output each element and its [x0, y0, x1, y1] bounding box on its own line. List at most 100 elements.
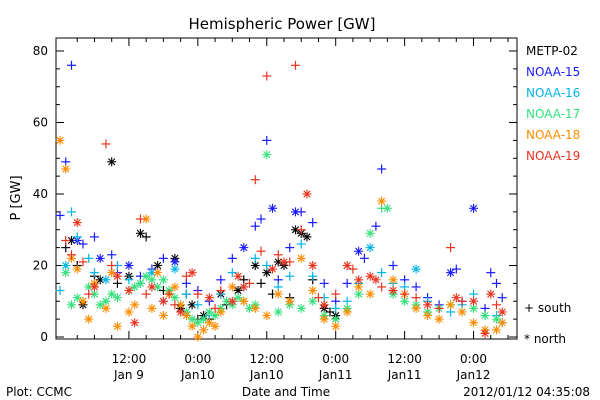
- data-point-south: [250, 253, 260, 263]
- data-point-north: [446, 300, 456, 310]
- data-point-north: [382, 203, 392, 213]
- data-point-south: [492, 300, 502, 310]
- data-point-north: [204, 318, 214, 328]
- data-point-north: [268, 203, 278, 213]
- x-tick-label-date: Jan10: [249, 368, 284, 382]
- data-point-north: [210, 321, 220, 331]
- data-point-north: [158, 296, 168, 306]
- data-point-north: [112, 293, 122, 303]
- x-tick-label-time: 12:00: [249, 352, 284, 366]
- data-point-north: [72, 264, 82, 274]
- data-point-north: [497, 307, 507, 317]
- data-point-south: [245, 278, 255, 288]
- data-point-south: [55, 286, 65, 296]
- data-point-south: [216, 275, 226, 285]
- data-point-north: [187, 321, 197, 331]
- x-tick-label-date: Jan 9: [113, 368, 144, 382]
- data-point-north: [158, 311, 168, 321]
- data-point-north: [423, 311, 433, 321]
- data-point-north: [469, 203, 479, 213]
- x-tick-label-time: 0:00: [460, 352, 487, 366]
- data-point-north: [187, 268, 197, 278]
- x-axis-label: Date and Time: [242, 385, 330, 399]
- data-point-north: [170, 257, 180, 267]
- data-point-north: [262, 150, 272, 160]
- x-tick-label-time: 12:00: [112, 352, 147, 366]
- data-point-south: [89, 232, 99, 242]
- data-point-north: [342, 307, 352, 317]
- data-point-south: [331, 289, 341, 299]
- data-point-north: [296, 303, 306, 313]
- data-point-north: [204, 293, 214, 303]
- data-point-north: [101, 303, 111, 313]
- chart-title: Hemispheric Power [GW]: [189, 15, 376, 33]
- legend-item-metp-02: METP-02: [526, 44, 578, 58]
- data-point-south: [285, 271, 295, 281]
- data-point-north: [354, 246, 364, 256]
- series-noaa-19: [61, 60, 507, 338]
- legend-item-noaa-18: NOAA-18: [526, 128, 580, 142]
- data-point-south: [400, 289, 410, 299]
- data-point-south: [342, 278, 352, 288]
- data-point-north: [331, 321, 341, 331]
- data-point-south: [411, 282, 421, 292]
- data-point-north: [302, 232, 312, 242]
- data-point-south: [262, 135, 272, 145]
- plot-timestamp: 2012/01/12 04:35:08: [463, 385, 590, 399]
- data-point-north: [319, 300, 329, 310]
- y-tick-label: 60: [33, 116, 48, 130]
- data-point-north: [130, 300, 140, 310]
- data-point-north: [365, 271, 375, 281]
- data-point-north: [170, 264, 180, 274]
- legend: METP-02 NOAA-15 NOAA-16 NOAA-17 NOAA-18 NOAA-…: [526, 44, 580, 163]
- data-point-north: [480, 328, 490, 338]
- data-point-south: [285, 243, 295, 253]
- data-point-north: [486, 289, 496, 299]
- data-point-south: [66, 60, 76, 70]
- data-point-south: [256, 214, 266, 224]
- data-point-south: [486, 268, 496, 278]
- data-point-north: [262, 311, 272, 321]
- data-point-north: [388, 275, 398, 285]
- data-point-south: [497, 293, 507, 303]
- data-point-north: [199, 325, 209, 335]
- data-point-south: [107, 250, 117, 260]
- x-tick-label-date: Jan12: [456, 368, 491, 382]
- data-point-south: [359, 253, 369, 263]
- data-point-north: [250, 261, 260, 270]
- data-point-north: [302, 189, 312, 199]
- data-point-north: [446, 268, 456, 278]
- data-point-north: [342, 261, 352, 270]
- y-tick-label: 40: [33, 187, 48, 201]
- data-point-south: [227, 253, 237, 263]
- data-point-north: [204, 307, 214, 317]
- data-point-south: [457, 296, 467, 306]
- data-point-north: [239, 243, 249, 253]
- data-point-north: [492, 325, 502, 335]
- data-point-north: [170, 282, 180, 292]
- legend-item-noaa-17: NOAA-17: [526, 107, 580, 121]
- data-point-north: [308, 261, 318, 270]
- data-point-south: [170, 300, 180, 310]
- data-point-north: [308, 286, 318, 296]
- x-tick-label-time: 12:00: [387, 352, 422, 366]
- y-axis: 0 20 40 60 80: [33, 44, 517, 344]
- y-axis-label: P [GW]: [9, 175, 24, 220]
- data-point-south: [158, 253, 168, 263]
- data-point-north: [107, 289, 117, 299]
- data-point-north: [199, 314, 209, 324]
- data-point-north: [492, 314, 502, 324]
- data-point-south: [61, 235, 71, 245]
- data-point-north: [158, 275, 168, 285]
- data-point-north: [210, 311, 220, 321]
- data-point-south: [411, 293, 421, 303]
- data-point-north: [423, 300, 433, 310]
- data-point-south: [141, 289, 151, 299]
- data-point-north: [480, 311, 490, 321]
- data-point-north: [84, 314, 94, 324]
- data-point-north: [469, 318, 479, 328]
- data-point-north: [227, 296, 237, 306]
- data-point-south: [313, 293, 323, 303]
- data-point-south: [290, 60, 300, 70]
